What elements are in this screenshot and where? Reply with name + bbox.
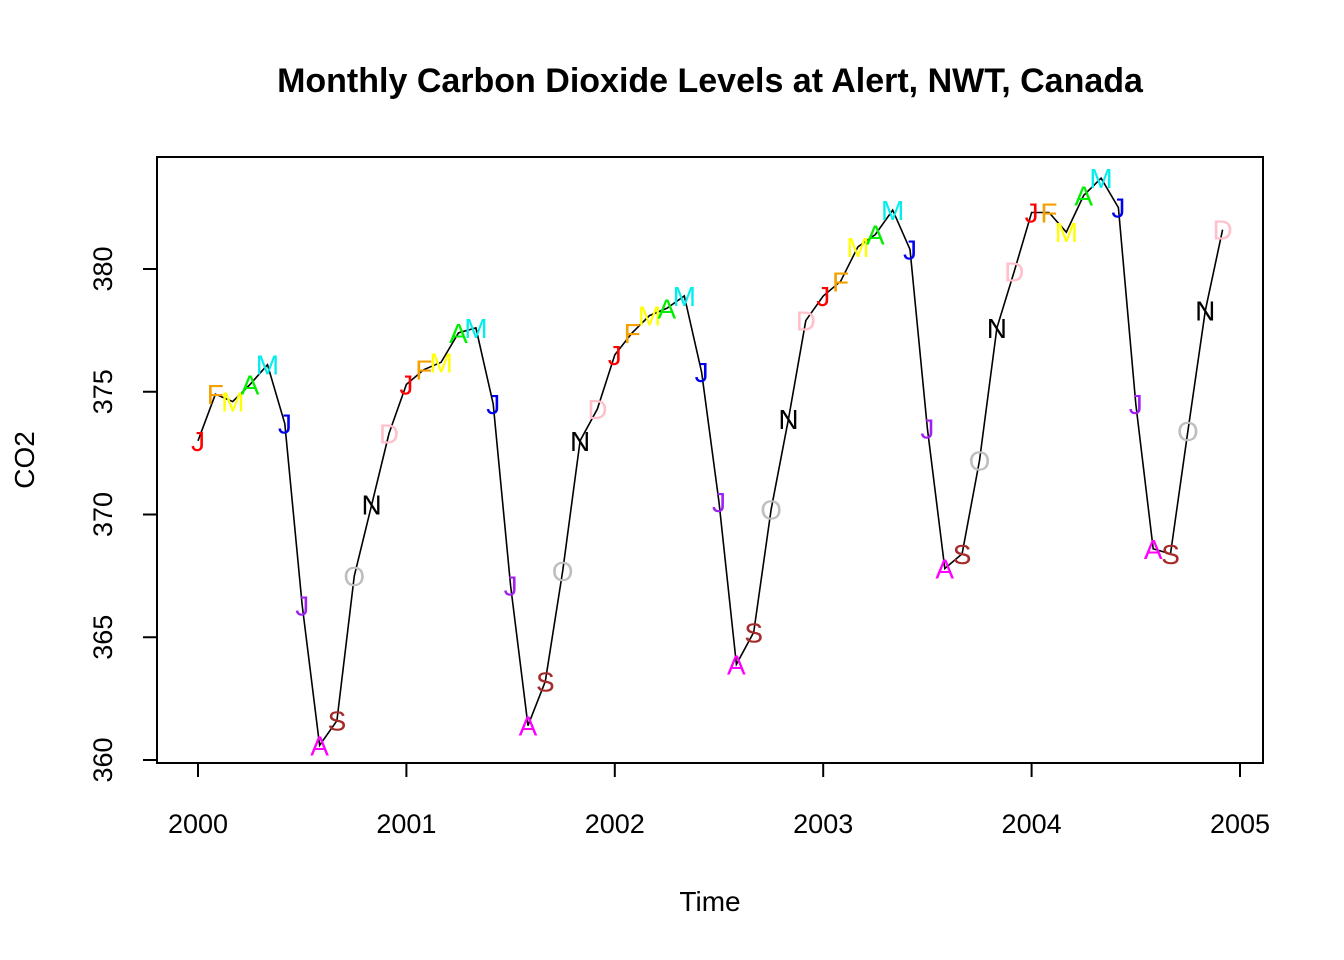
- month-point-label: M: [638, 301, 661, 332]
- month-point-label: S: [1161, 539, 1180, 570]
- month-point-label: J: [695, 357, 709, 388]
- x-tick-label: 2001: [376, 809, 436, 839]
- month-point-label: A: [519, 711, 538, 742]
- month-point-label: O: [552, 556, 574, 587]
- month-point-label: A: [866, 220, 885, 251]
- month-point-label: J: [295, 590, 309, 621]
- month-point-label: J: [903, 234, 917, 265]
- month-point-label: A: [241, 369, 260, 400]
- x-tick-label: 2000: [168, 809, 228, 839]
- x-axis-label: Time: [679, 886, 740, 917]
- month-point-label: J: [712, 487, 726, 518]
- y-tick-label: 360: [88, 737, 118, 782]
- month-point-label: A: [1074, 180, 1093, 211]
- month-point-label: J: [399, 369, 413, 400]
- y-tick-label: 375: [88, 369, 118, 414]
- x-tick-label: 2004: [1002, 809, 1062, 839]
- month-point-label: D: [1004, 256, 1024, 287]
- month-point-label: O: [1177, 416, 1199, 447]
- month-point-label: S: [744, 617, 763, 648]
- month-point-label: F: [415, 355, 432, 386]
- month-point-label: J: [816, 281, 830, 312]
- month-point-label: A: [1144, 534, 1163, 565]
- month-point-label: M: [846, 232, 869, 263]
- month-point-label: N: [570, 426, 590, 457]
- month-point-label: N: [1195, 296, 1215, 327]
- month-point-label: J: [1111, 193, 1125, 224]
- y-axis: 360 365 370 375 380: [88, 246, 158, 783]
- month-point-label: J: [1129, 389, 1143, 420]
- month-point-label: F: [207, 379, 224, 410]
- month-point-label: N: [362, 490, 382, 521]
- month-point-label: F: [624, 318, 641, 349]
- x-tick-label: 2005: [1210, 809, 1270, 839]
- month-point-label: F: [1040, 198, 1057, 229]
- month-point-label: M: [464, 313, 487, 344]
- co2-series-line: [197, 176, 1224, 748]
- month-point-label: J: [278, 409, 292, 440]
- month-point-label: S: [536, 666, 555, 697]
- month-point-label: J: [504, 571, 518, 602]
- month-point-label: M: [673, 281, 696, 312]
- month-point-label: M: [1089, 163, 1112, 194]
- month-point-label: J: [1025, 198, 1039, 229]
- chart-title: Monthly Carbon Dioxide Levels at Alert, …: [277, 62, 1144, 100]
- month-point-label: N: [987, 313, 1007, 344]
- month-point-label: J: [920, 414, 934, 445]
- month-point-label: M: [429, 347, 452, 378]
- month-point-label: D: [796, 306, 816, 337]
- month-point-label: M: [221, 387, 244, 418]
- plot-area-frame: [156, 156, 1264, 764]
- month-point-label: D: [1213, 215, 1233, 246]
- month-point-label: O: [969, 445, 991, 476]
- month-point-label: J: [486, 389, 500, 420]
- month-point-label: M: [1055, 217, 1078, 248]
- x-tick-label: 2003: [793, 809, 853, 839]
- month-point-label: J: [608, 340, 622, 371]
- x-tick-label: 2002: [585, 809, 645, 839]
- y-axis-label: CO2: [9, 431, 40, 489]
- y-tick-label: 365: [88, 615, 118, 660]
- month-point-label: N: [778, 404, 798, 435]
- month-point-label: S: [328, 706, 347, 737]
- month-point-label: M: [256, 350, 279, 381]
- month-point-label: D: [587, 394, 607, 425]
- month-point-label: F: [832, 266, 849, 297]
- month-point-label: J: [191, 426, 205, 457]
- y-tick-label: 370: [88, 492, 118, 537]
- y-tick-label: 380: [88, 246, 118, 291]
- month-point-label: M: [881, 195, 904, 226]
- x-axis: 2000 2001 2002 2003 2004 2005: [168, 762, 1270, 839]
- month-point-label: A: [449, 318, 468, 349]
- month-point-label: A: [310, 730, 329, 761]
- month-point-label: S: [953, 539, 972, 570]
- month-point-label: A: [935, 554, 954, 585]
- month-point-label: A: [727, 649, 746, 680]
- month-point-label: D: [379, 418, 399, 449]
- month-point-label: O: [343, 561, 365, 592]
- month-point-label: O: [760, 495, 782, 526]
- month-point-label: A: [658, 293, 677, 324]
